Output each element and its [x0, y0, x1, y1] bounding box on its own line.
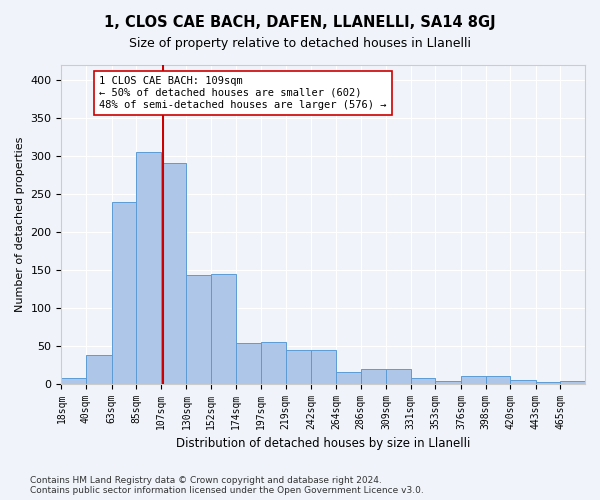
Bar — [236, 342, 261, 384]
Y-axis label: Number of detached properties: Number of detached properties — [15, 136, 25, 312]
Bar — [261, 342, 286, 384]
Text: Contains HM Land Registry data © Crown copyright and database right 2024.
Contai: Contains HM Land Registry data © Crown c… — [30, 476, 424, 495]
Bar — [485, 376, 510, 384]
Bar — [161, 163, 187, 384]
Bar — [510, 380, 536, 384]
Bar — [560, 380, 585, 384]
Bar — [136, 152, 161, 384]
Bar — [311, 350, 336, 384]
Bar — [461, 376, 485, 384]
Bar — [112, 202, 136, 384]
Bar — [386, 368, 411, 384]
Bar — [336, 372, 361, 384]
X-axis label: Distribution of detached houses by size in Llanelli: Distribution of detached houses by size … — [176, 437, 470, 450]
Bar — [61, 378, 86, 384]
Bar — [86, 355, 112, 384]
Text: 1 CLOS CAE BACH: 109sqm
← 50% of detached houses are smaller (602)
48% of semi-d: 1 CLOS CAE BACH: 109sqm ← 50% of detache… — [100, 76, 387, 110]
Bar — [585, 382, 600, 384]
Bar — [411, 378, 436, 384]
Text: Size of property relative to detached houses in Llanelli: Size of property relative to detached ho… — [129, 38, 471, 51]
Bar — [536, 382, 560, 384]
Bar — [436, 382, 461, 384]
Bar — [361, 370, 386, 384]
Bar — [187, 275, 211, 384]
Text: 1, CLOS CAE BACH, DAFEN, LLANELLI, SA14 8GJ: 1, CLOS CAE BACH, DAFEN, LLANELLI, SA14 … — [104, 15, 496, 30]
Bar — [286, 350, 311, 384]
Bar — [211, 274, 236, 384]
